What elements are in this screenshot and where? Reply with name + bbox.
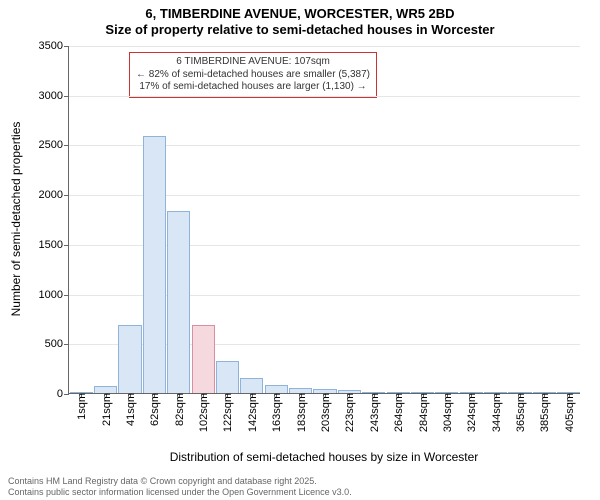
histogram-bar bbox=[143, 136, 166, 393]
title-line-2: Size of property relative to semi-detach… bbox=[0, 22, 600, 38]
xtick-label: 122sqm bbox=[220, 393, 234, 432]
ytick-label: 3000 bbox=[39, 90, 69, 102]
callout-line-2: ← 82% of semi-detached houses are smalle… bbox=[136, 69, 370, 82]
xtick-label: 1sqm bbox=[74, 393, 88, 420]
xtick-label: 223sqm bbox=[342, 393, 356, 432]
y-axis-label: Number of semi-detached properties bbox=[9, 119, 23, 319]
callout-box: 6 TIMBERDINE AVENUE: 107sqm ← 82% of sem… bbox=[129, 52, 377, 98]
xtick-label: 405sqm bbox=[562, 393, 576, 432]
xtick-label: 41sqm bbox=[123, 393, 137, 426]
histogram-bar bbox=[192, 325, 215, 393]
callout-line-3: 17% of semi-detached houses are larger (… bbox=[136, 81, 370, 94]
histogram-bar bbox=[94, 386, 117, 393]
xtick-label: 284sqm bbox=[416, 393, 430, 432]
xtick-label: 324sqm bbox=[464, 393, 478, 432]
xtick-label: 163sqm bbox=[269, 393, 283, 432]
gridline bbox=[69, 46, 580, 47]
xtick-label: 304sqm bbox=[440, 393, 454, 432]
xtick-label: 344sqm bbox=[489, 393, 503, 432]
gridline bbox=[69, 96, 580, 97]
xtick-label: 243sqm bbox=[367, 393, 381, 432]
footer-line-1: Contains HM Land Registry data © Crown c… bbox=[8, 476, 352, 487]
footer-line-2: Contains public sector information licen… bbox=[8, 487, 352, 498]
chart-title: 6, TIMBERDINE AVENUE, WORCESTER, WR5 2BD… bbox=[0, 0, 600, 39]
ytick-label: 500 bbox=[45, 338, 69, 350]
ytick-label: 0 bbox=[57, 388, 69, 400]
ytick-label: 1500 bbox=[39, 239, 69, 251]
histogram-bar bbox=[265, 385, 288, 393]
xtick-label: 102sqm bbox=[196, 393, 210, 432]
ytick-label: 2500 bbox=[39, 139, 69, 151]
ytick-label: 1000 bbox=[39, 289, 69, 301]
attribution-footer: Contains HM Land Registry data © Crown c… bbox=[8, 476, 352, 498]
histogram-bar bbox=[167, 211, 190, 393]
chart-container: 6, TIMBERDINE AVENUE, WORCESTER, WR5 2BD… bbox=[0, 0, 600, 500]
xtick-label: 203sqm bbox=[318, 393, 332, 432]
ytick-label: 2000 bbox=[39, 189, 69, 201]
xtick-label: 21sqm bbox=[99, 393, 113, 426]
histogram-bar bbox=[216, 361, 239, 393]
xtick-label: 62sqm bbox=[147, 393, 161, 426]
xtick-label: 264sqm bbox=[391, 393, 405, 432]
xtick-label: 82sqm bbox=[172, 393, 186, 426]
xtick-label: 365sqm bbox=[513, 393, 527, 432]
ytick-label: 3500 bbox=[39, 40, 69, 52]
callout-line-1: 6 TIMBERDINE AVENUE: 107sqm bbox=[136, 56, 370, 69]
title-line-1: 6, TIMBERDINE AVENUE, WORCESTER, WR5 2BD bbox=[0, 6, 600, 22]
xtick-label: 142sqm bbox=[245, 393, 259, 432]
plot-area: 6 TIMBERDINE AVENUE: 107sqm ← 82% of sem… bbox=[68, 46, 580, 394]
x-axis-label: Distribution of semi-detached houses by … bbox=[68, 450, 580, 464]
histogram-bar bbox=[118, 325, 141, 393]
histogram-bar bbox=[240, 378, 263, 393]
xtick-label: 385sqm bbox=[537, 393, 551, 432]
xtick-label: 183sqm bbox=[294, 393, 308, 432]
